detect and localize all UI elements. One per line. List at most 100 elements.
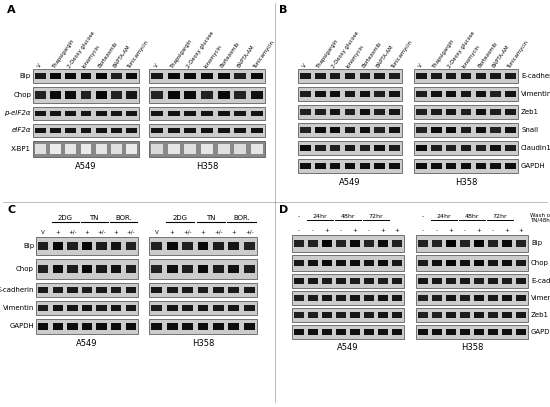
Text: Tunicamycin: Tunicamycin [128, 39, 150, 69]
Text: 2-Deoxy glucose: 2-Deoxy glucose [186, 31, 216, 69]
Bar [491, 91, 501, 97]
Bar [298, 123, 402, 137]
Bar [67, 287, 78, 293]
Bar [111, 111, 122, 116]
Bar [474, 329, 484, 335]
Bar [336, 329, 346, 335]
Bar [491, 73, 501, 79]
Bar [392, 240, 402, 247]
Bar [416, 73, 427, 79]
Bar [298, 69, 402, 83]
Text: +: + [381, 228, 386, 233]
Bar [151, 287, 162, 293]
Text: H358: H358 [192, 339, 214, 348]
Bar [378, 329, 388, 335]
Text: E-cadherin: E-cadherin [0, 287, 34, 293]
Bar [38, 305, 48, 311]
Bar [336, 278, 346, 284]
Bar [418, 240, 428, 247]
Bar [50, 73, 61, 79]
Text: GAPDH: GAPDH [521, 163, 546, 169]
Bar [50, 92, 61, 98]
Text: +: + [519, 228, 524, 233]
Bar [461, 127, 471, 133]
Bar [149, 301, 257, 315]
Text: A549: A549 [76, 339, 98, 348]
Bar [350, 329, 360, 335]
Text: 48hr: 48hr [465, 214, 479, 219]
Bar [432, 240, 442, 247]
Text: +: + [114, 230, 118, 235]
Text: H358: H358 [196, 162, 218, 171]
Bar [431, 109, 442, 115]
Bar [416, 109, 427, 115]
Bar [197, 242, 208, 250]
Bar [33, 69, 139, 83]
Text: Zeb1: Zeb1 [531, 312, 549, 318]
Bar [502, 278, 512, 284]
Bar [416, 127, 427, 133]
Bar [300, 109, 311, 115]
Text: Chop: Chop [531, 260, 549, 266]
Bar [251, 144, 263, 154]
Bar [82, 242, 92, 250]
Bar [218, 144, 229, 154]
Bar [96, 305, 107, 311]
Bar [360, 109, 370, 115]
Bar [446, 278, 456, 284]
Text: +: + [201, 230, 205, 235]
Text: +: + [85, 230, 89, 235]
Text: Ionomycin: Ionomycin [203, 44, 223, 69]
Bar [96, 287, 107, 293]
Bar [184, 73, 196, 79]
Bar [167, 287, 178, 293]
Bar [300, 163, 311, 169]
Bar [474, 260, 484, 266]
Text: V: V [41, 230, 45, 235]
Bar [446, 312, 456, 318]
Bar [330, 109, 340, 115]
Bar [151, 265, 162, 273]
Bar [36, 319, 138, 334]
Text: +: + [353, 228, 358, 233]
Bar [53, 305, 63, 311]
Bar [488, 278, 498, 284]
Bar [201, 127, 213, 133]
Bar [149, 283, 257, 297]
Bar [50, 127, 61, 133]
Bar [446, 109, 456, 115]
Bar [418, 260, 428, 266]
Bar [389, 145, 400, 151]
Text: Vimentin: Vimentin [521, 91, 550, 97]
Bar [330, 163, 340, 169]
Bar [184, 144, 196, 154]
Bar [168, 92, 180, 98]
Text: Vimentin: Vimentin [531, 295, 550, 301]
Bar [460, 240, 470, 247]
Bar [167, 242, 178, 250]
Bar [364, 260, 374, 266]
Text: 2-Deoxy glucose: 2-Deoxy glucose [331, 31, 360, 69]
Text: -: - [492, 228, 494, 233]
Bar [308, 278, 318, 284]
Bar [218, 127, 229, 133]
Bar [292, 235, 404, 252]
Bar [446, 127, 456, 133]
Bar [476, 163, 486, 169]
Text: A549: A549 [75, 162, 97, 171]
Bar [228, 323, 239, 330]
Bar [322, 329, 332, 335]
Text: +/-: +/- [245, 230, 254, 235]
Text: 72hr: 72hr [368, 214, 383, 219]
Text: BOR.: BOR. [115, 215, 132, 221]
Bar [378, 260, 388, 266]
Text: BAPTA-AM: BAPTA-AM [376, 44, 395, 69]
Bar [364, 312, 374, 318]
Text: A549: A549 [337, 343, 359, 352]
Bar [446, 73, 456, 79]
Bar [201, 144, 213, 154]
Text: +/-: +/- [214, 230, 223, 235]
Text: Snail: Snail [521, 127, 538, 133]
Bar [416, 308, 528, 322]
Text: +/-: +/- [97, 230, 106, 235]
